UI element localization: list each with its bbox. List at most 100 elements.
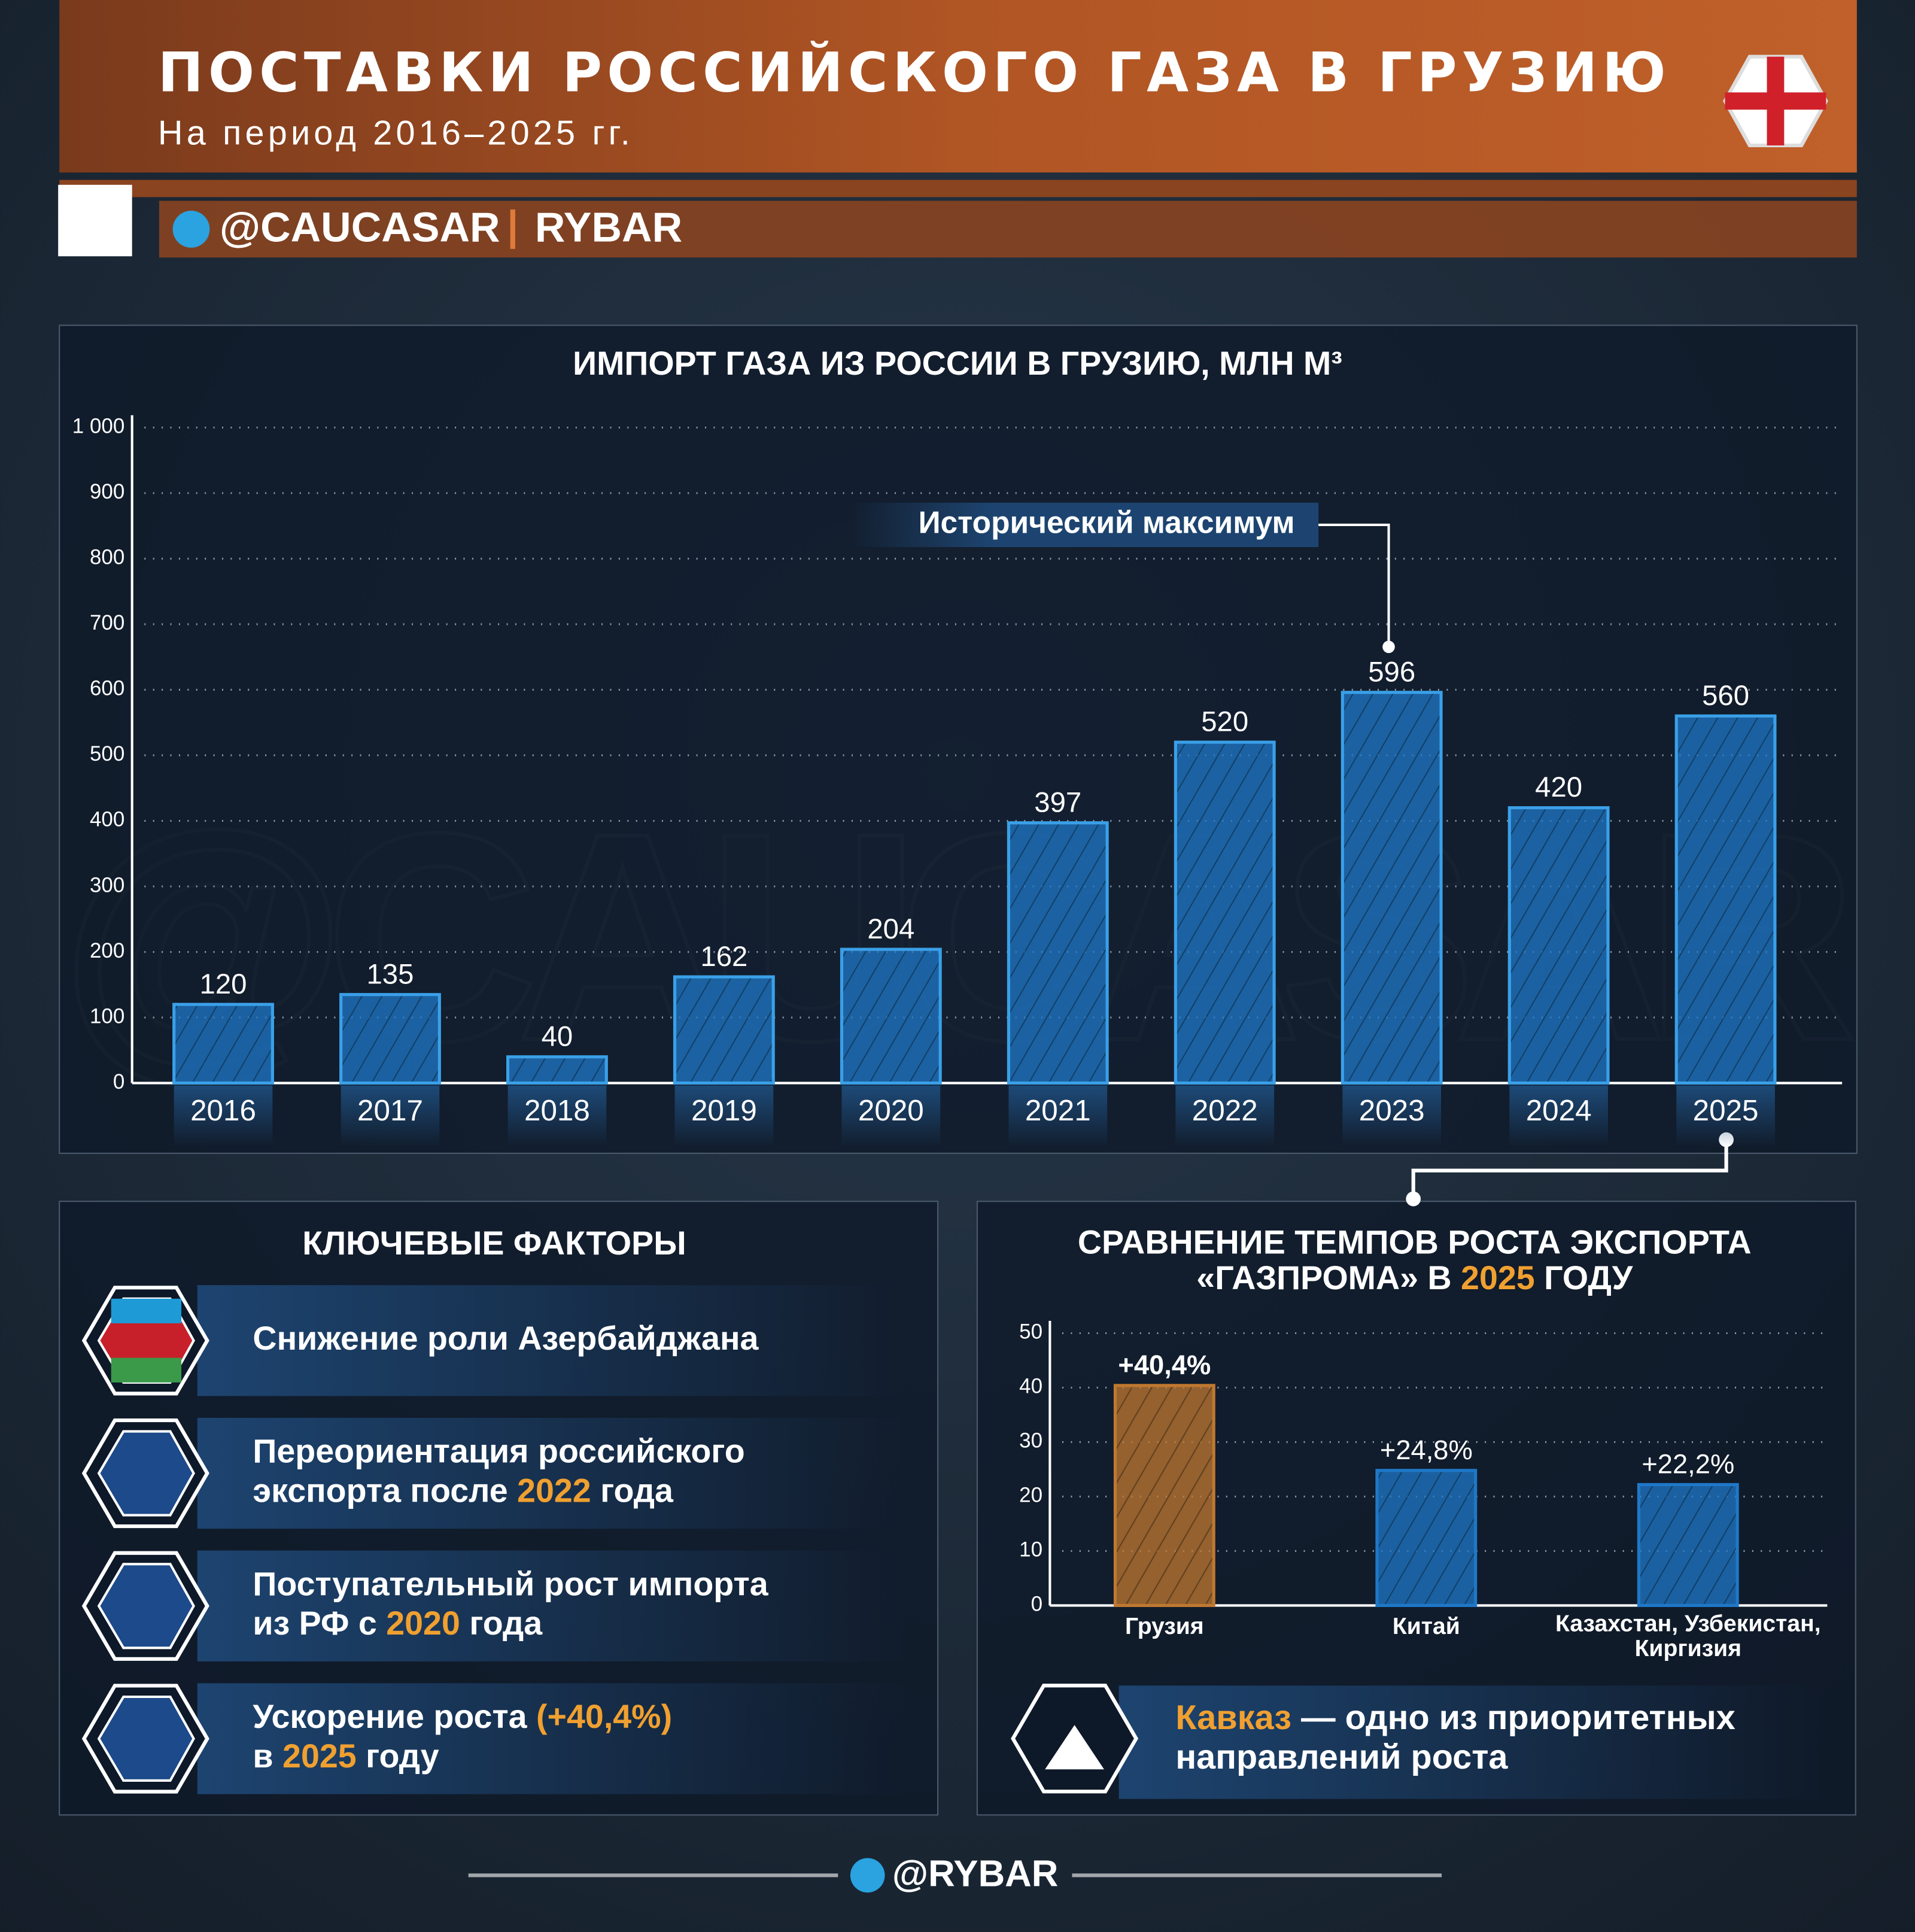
highlight: (+40,4%): [536, 1698, 672, 1735]
telegram-icon: [172, 211, 210, 248]
factor-text: экспорта после 2022 года: [253, 1472, 674, 1509]
value-label: +22,2%: [1642, 1449, 1734, 1480]
value-label: 560: [1702, 680, 1749, 712]
category-box: [674, 1085, 774, 1147]
x-tick-label: 2025: [1693, 1094, 1759, 1127]
y-tick-label: 30: [1019, 1429, 1042, 1453]
highlight: 2022: [517, 1472, 591, 1509]
value-label: +40,4%: [1118, 1350, 1211, 1380]
header-strip: [59, 180, 1857, 198]
value-label: 162: [700, 941, 747, 973]
factor-icon-inner: [97, 1430, 195, 1517]
category-box: [1509, 1085, 1608, 1147]
bar: [1113, 1384, 1215, 1608]
x-tick-label-box: Казахстан, Узбекистан, Киргизия: [1555, 1613, 1821, 1661]
note-line: направлений роста: [1175, 1738, 1508, 1776]
value-label: 596: [1368, 656, 1415, 688]
category-box: [341, 1085, 440, 1147]
bar: [172, 1003, 274, 1085]
x-tick-label: 2020: [858, 1094, 924, 1127]
x-tick-label: 2017: [357, 1094, 423, 1127]
y-tick-label: 50: [1019, 1320, 1042, 1344]
bar: [840, 947, 942, 1085]
page-title: ПОСТАВКИ РОССИЙСКОГО ГАЗА В ГРУЗИЮ: [158, 41, 1671, 105]
factor-text: Поступательный рост импорта: [253, 1565, 768, 1602]
y-tick-label: 700: [90, 611, 124, 634]
x-tick-label: Китай: [1393, 1614, 1460, 1639]
chart-title: СРАВНЕНИЕ ТЕМПОВ РОСТА ЭКСПОРТА: [1078, 1223, 1752, 1260]
text-part: экспорта после: [253, 1472, 517, 1509]
text-part: из РФ с: [253, 1605, 386, 1642]
text-part: ГОДУ: [1535, 1259, 1634, 1296]
bar: [506, 1055, 608, 1085]
text-part: в: [253, 1737, 282, 1775]
page-subtitle: На период 2016–2025 гг.: [158, 114, 634, 153]
text-part: Снижение роли Азербайджана: [253, 1320, 759, 1357]
bar: [1007, 821, 1109, 1085]
x-tick-label: Грузия: [1125, 1614, 1204, 1639]
factor-text: из РФ с 2020 года: [253, 1605, 543, 1642]
bar: [1375, 1469, 1478, 1608]
factor-icon-inner: [97, 1563, 195, 1650]
category-box: [1676, 1085, 1775, 1147]
footer: @RYBAR: [892, 1854, 1058, 1895]
note-highlight: Кавказ: [1175, 1699, 1291, 1737]
y-tick-label: 10: [1019, 1538, 1042, 1562]
telegram-icon: [850, 1858, 885, 1893]
factor-text: в 2025 году: [253, 1737, 439, 1775]
highlight: 2025: [282, 1737, 357, 1775]
factor-text: Переориентация российского: [253, 1432, 744, 1469]
text-part: году: [357, 1737, 439, 1775]
category-box: [841, 1085, 941, 1147]
chart-title: ИМПОРТ ГАЗА ИЗ РОССИИ В ГРУЗИЮ, МЛН М³: [573, 345, 1342, 382]
category-box: [174, 1085, 273, 1147]
value-label: 120: [200, 968, 247, 1000]
highlight: 2025: [1461, 1259, 1535, 1296]
section-title: КЛЮЧЕВЫЕ ФАКТОРЫ: [302, 1225, 686, 1262]
bar: [1674, 714, 1777, 1085]
note-band: [1118, 1685, 1822, 1799]
value-label: 397: [1034, 786, 1081, 818]
y-tick-label: 400: [90, 808, 124, 831]
value-label: 520: [1201, 706, 1248, 738]
annotation-dot: [1382, 640, 1395, 654]
x-tick-label: 2024: [1526, 1094, 1592, 1127]
x-tick-label: 2023: [1359, 1094, 1425, 1127]
text-part: года: [591, 1472, 674, 1509]
x-tick-label: 2018: [524, 1094, 590, 1127]
text-part: года: [460, 1605, 543, 1642]
factor-icon-inner: [97, 1695, 195, 1782]
y-tick-label: 300: [90, 873, 124, 897]
value-label: 40: [542, 1020, 573, 1052]
category-box: [1175, 1085, 1275, 1147]
text-part: Ускорение роста: [253, 1698, 536, 1735]
y-tick-label: 0: [1031, 1593, 1042, 1616]
y-tick-label: 0: [113, 1070, 124, 1093]
text-part: Переориентация российского: [253, 1432, 744, 1469]
factor-band: [197, 1550, 906, 1661]
note-icon-mountain: [1045, 1725, 1104, 1770]
factor-text: Снижение роли Азербайджана: [253, 1320, 759, 1357]
category-box: [507, 1085, 607, 1147]
bar: [1507, 806, 1610, 1085]
y-tick-label: 500: [90, 742, 124, 765]
text-part: Поступательный рост импорта: [253, 1565, 768, 1602]
georgia-flag: [1723, 54, 1828, 148]
flag-stripe: [111, 1357, 182, 1383]
bar: [339, 993, 441, 1085]
annotation-box: [850, 502, 1319, 548]
factor-text: Ускорение роста (+40,4%): [253, 1698, 672, 1735]
text-part: «ГАЗПРОМА» В: [1196, 1259, 1461, 1296]
value-label: 135: [366, 958, 414, 990]
bar: [673, 975, 775, 1085]
category-box: [1342, 1085, 1442, 1147]
bar: [1174, 740, 1276, 1085]
y-tick-label: 800: [90, 546, 124, 569]
note-text: — одно из приоритетных: [1291, 1699, 1735, 1737]
value-label: +24,8%: [1380, 1435, 1473, 1465]
value-label: 204: [867, 913, 914, 945]
note: Кавказ — одно из приоритетных: [1175, 1699, 1735, 1737]
connector: [1411, 1140, 1728, 1199]
y-tick-label: 200: [90, 939, 124, 962]
